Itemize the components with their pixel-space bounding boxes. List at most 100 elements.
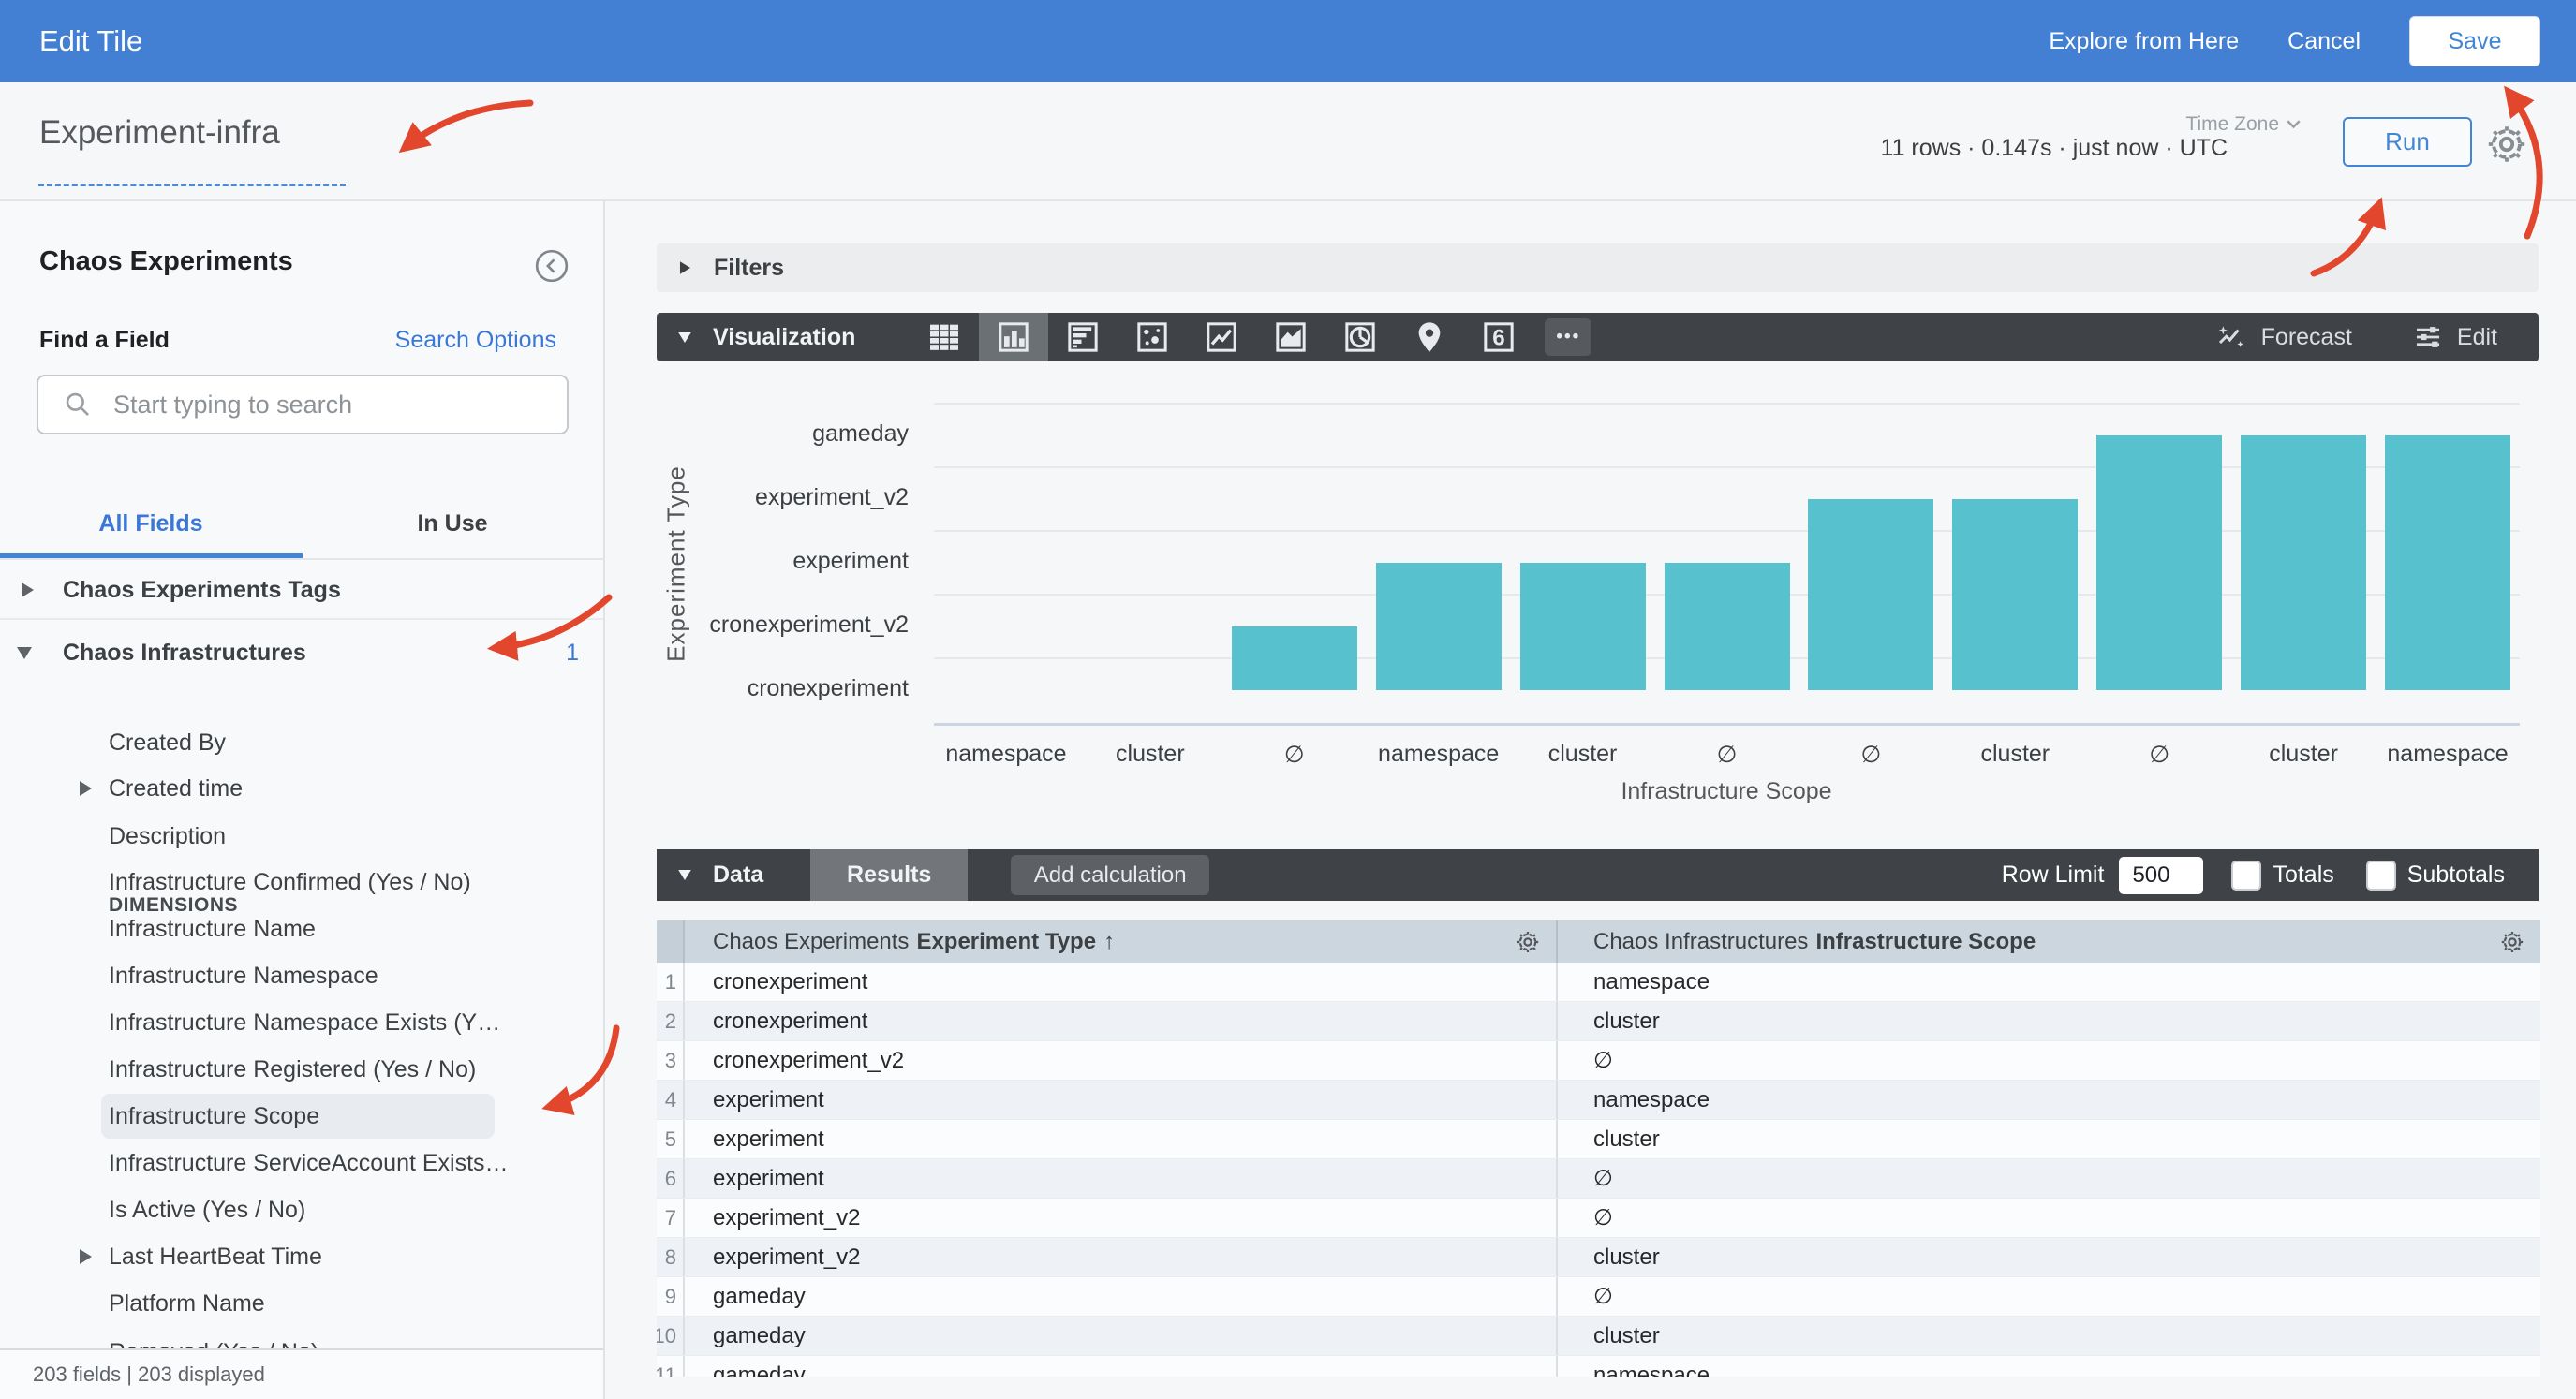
field-item-infrastructure-registered-yes-no[interactable]: Infrastructure Registered (Yes / No) <box>0 1047 603 1092</box>
x-axis-tick-label: namespace <box>945 741 1067 767</box>
field-group-chaos-infrastructures[interactable]: Chaos Infrastructures 1 <box>0 630 603 675</box>
visualization-section-header: Visualization 6 ••• Forecast Edit <box>657 313 2539 361</box>
explore-from-here-button[interactable]: Explore from Here <box>2049 27 2240 54</box>
bar-gameday-namespace[interactable] <box>2385 435 2511 690</box>
field-search-input[interactable] <box>113 390 526 420</box>
table-row[interactable]: 7 experiment_v2 ∅ <box>657 1199 2540 1238</box>
table-row[interactable]: 5 experiment cluster <box>657 1120 2540 1159</box>
bar-experiment_v2-null[interactable] <box>1808 499 1934 690</box>
row-limit-label: Row Limit <box>2001 861 2105 888</box>
field-item-created-time[interactable]: Created time <box>0 766 603 811</box>
app-header-bar: Edit Tile Explore from Here Cancel Save <box>0 0 2576 82</box>
tile-name[interactable]: Experiment-infra <box>39 114 280 151</box>
table-row[interactable]: 8 experiment_v2 cluster <box>657 1238 2540 1277</box>
page-title: Edit Tile <box>39 24 143 57</box>
table-row[interactable]: 9 gameday ∅ <box>657 1277 2540 1317</box>
field-item-infrastructure-namespace-exists-y[interactable]: Infrastructure Namespace Exists (Y… <box>0 1000 603 1045</box>
table-row[interactable]: 6 experiment ∅ <box>657 1159 2540 1199</box>
results-tab[interactable]: Results <box>810 849 969 901</box>
filters-section-header[interactable]: Filters <box>657 243 2539 292</box>
table-row[interactable]: 3 cronexperiment_v2 ∅ <box>657 1041 2540 1081</box>
bar-gameday-cluster[interactable] <box>2241 435 2367 690</box>
single-value-icon[interactable]: 6 <box>1464 313 1533 361</box>
field-item-platform-name[interactable]: Platform Name <box>0 1281 603 1326</box>
field-item-created-by[interactable]: Created By <box>0 720 603 765</box>
x-axis-tick-label: ∅ <box>2149 742 2170 768</box>
y-axis-tick-label: cronexperiment <box>747 675 909 701</box>
column-gear-icon[interactable] <box>1515 929 1541 955</box>
column-chart-icon[interactable] <box>979 313 1049 361</box>
field-label: Infrastructure Namespace <box>109 962 378 989</box>
chevron-down-icon[interactable] <box>678 331 691 343</box>
map-chart-icon[interactable] <box>1395 313 1464 361</box>
field-item-infrastructure-name[interactable]: Infrastructure Name <box>0 906 603 951</box>
query-stats: 11 rows · 0.147s · just now · UTC <box>1880 135 2228 161</box>
bar-chart-icon[interactable] <box>1048 313 1118 361</box>
edit-viz-button[interactable]: Edit <box>2412 321 2497 353</box>
bar-gameday-null[interactable] <box>2096 435 2223 690</box>
field-label: Infrastructure Name <box>109 915 316 942</box>
bar-experiment_v2-cluster[interactable] <box>1952 499 2079 690</box>
totals-checkbox[interactable] <box>2231 860 2262 891</box>
row-limit-input[interactable] <box>2119 856 2204 894</box>
tab-in-use[interactable]: In Use <box>417 509 488 537</box>
pie-chart-icon[interactable] <box>1325 313 1395 361</box>
group-label: Chaos Experiments Tags <box>63 576 341 603</box>
row-number: 9 <box>664 1284 676 1308</box>
column-gear-icon[interactable] <box>2499 929 2525 955</box>
line-chart-icon[interactable] <box>1187 313 1256 361</box>
subtotals-checkbox[interactable] <box>2365 860 2396 891</box>
add-calculation-button[interactable]: Add calculation <box>1011 855 1210 895</box>
timezone-selector[interactable]: Time Zone <box>2185 113 2301 136</box>
field-item-infrastructure-scope[interactable]: Infrastructure Scope <box>0 1094 603 1139</box>
table-row[interactable]: 11 gameday namespace <box>657 1356 2540 1377</box>
x-axis-tick-label: cluster <box>1980 741 2050 767</box>
collapse-sidebar-icon[interactable] <box>534 248 570 290</box>
field-label: Last HeartBeat Time <box>109 1243 322 1270</box>
field-item-infrastructure-namespace[interactable]: Infrastructure Namespace <box>0 953 603 998</box>
row-number: 6 <box>664 1166 676 1190</box>
bar-experiment-cluster[interactable] <box>1519 563 1646 690</box>
bar-cronexperiment_v2-null[interactable] <box>1231 626 1357 690</box>
scatter-chart-icon[interactable] <box>1118 313 1187 361</box>
cell-experiment-type: cronexperiment <box>683 1002 1556 1040</box>
table-row[interactable]: 4 experiment namespace <box>657 1081 2540 1120</box>
field-item-infrastructure-serviceaccount-exists[interactable]: Infrastructure ServiceAccount Exists… <box>0 1141 603 1185</box>
y-axis-title: Experiment Type <box>661 465 690 662</box>
table-chart-icon[interactable] <box>910 313 979 361</box>
bar-experiment-null[interactable] <box>1664 563 1790 690</box>
column-field-name: Experiment Type <box>916 928 1097 954</box>
tab-all-fields[interactable]: All Fields <box>98 509 203 537</box>
run-button[interactable]: Run <box>2343 117 2472 167</box>
cell-experiment-type: gameday <box>683 1277 1556 1316</box>
viz-type-picker: 6 ••• <box>910 313 1603 361</box>
gear-icon[interactable] <box>2484 122 2529 173</box>
more-viz-types-icon[interactable]: ••• <box>1533 313 1603 361</box>
chevron-right-icon <box>80 1249 92 1264</box>
column-header-infrastructure-scope[interactable]: Chaos Infrastructures Infrastructure Sco… <box>1556 920 2540 963</box>
table-row[interactable]: 1 cronexperiment namespace <box>657 963 2540 1002</box>
field-group-chaos-experiments-tags[interactable]: Chaos Experiments Tags <box>0 567 603 612</box>
table-row[interactable]: 10 gameday cluster <box>657 1317 2540 1356</box>
bar-experiment-namespace[interactable] <box>1375 563 1502 690</box>
chevron-down-icon[interactable] <box>678 869 691 881</box>
area-chart-icon[interactable] <box>1256 313 1325 361</box>
column-header-experiment-type[interactable]: Chaos Experiments Experiment Type ↑ <box>683 920 1556 963</box>
find-a-field-label: Find a Field <box>39 327 170 353</box>
group-label: Chaos Infrastructures <box>63 639 306 666</box>
subtotals-label: Subtotals <box>2406 861 2505 888</box>
field-item-infrastructure-confirmed-yes-no[interactable]: Infrastructure Confirmed (Yes / No) <box>0 860 603 905</box>
save-button[interactable]: Save <box>2409 16 2540 66</box>
x-axis-tick-label: cluster <box>1116 741 1185 767</box>
search-options-link[interactable]: Search Options <box>394 327 556 353</box>
field-item-last-heartbeat-time[interactable]: Last HeartBeat Time <box>0 1234 603 1279</box>
field-item-is-active-yes-no[interactable]: Is Active (Yes / No) <box>0 1187 603 1232</box>
column-field-name: Infrastructure Scope <box>1815 928 2036 954</box>
field-item-description[interactable]: Description <box>0 814 603 859</box>
field-tabs: All Fields In Use <box>0 487 603 560</box>
table-row[interactable]: 2 cronexperiment cluster <box>657 1002 2540 1041</box>
cancel-button[interactable]: Cancel <box>2287 27 2361 54</box>
forecast-button[interactable]: Forecast <box>2214 320 2352 354</box>
row-number: 11 <box>657 1362 676 1377</box>
